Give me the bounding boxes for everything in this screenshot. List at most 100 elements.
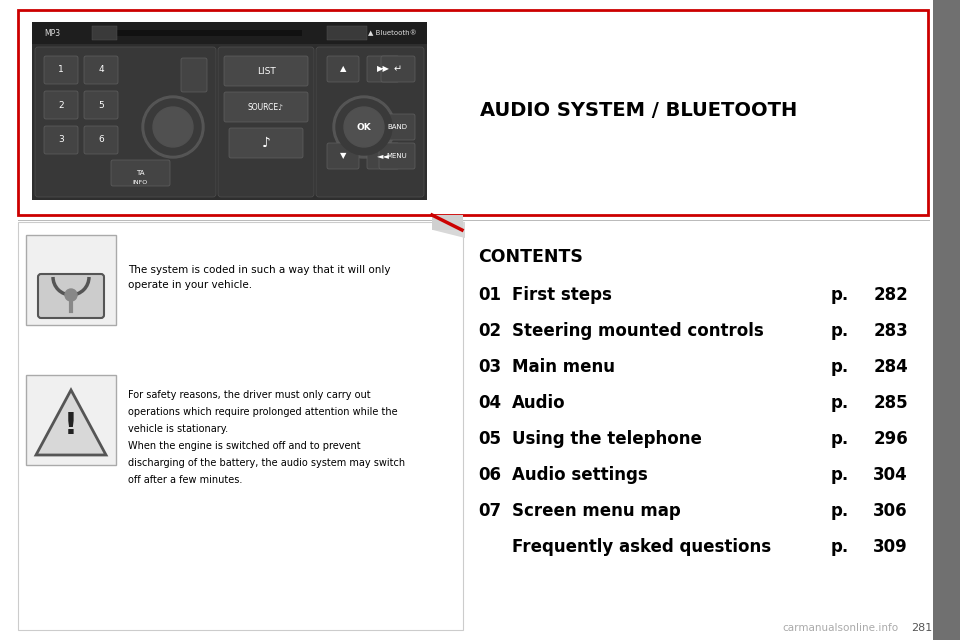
- Text: Audio settings: Audio settings: [512, 466, 648, 484]
- Text: carmanualsonline.info: carmanualsonline.info: [782, 623, 898, 633]
- Bar: [26, 375, 116, 465]
- Text: !: !: [64, 412, 78, 440]
- Text: off after a few minutes.: off after a few minutes.: [128, 475, 242, 485]
- Text: ◄◄: ◄◄: [376, 152, 390, 161]
- Circle shape: [142, 96, 204, 158]
- Bar: [18, 10, 928, 215]
- FancyBboxPatch shape: [84, 91, 118, 119]
- Bar: [92, 26, 117, 40]
- Text: p.: p.: [830, 502, 850, 520]
- Circle shape: [333, 96, 395, 158]
- Bar: [933, 0, 960, 640]
- Text: 4: 4: [98, 65, 104, 74]
- Text: The system is coded in such a way that it will only: The system is coded in such a way that i…: [128, 265, 391, 275]
- FancyBboxPatch shape: [224, 92, 308, 122]
- Text: First steps: First steps: [512, 286, 612, 304]
- Text: ↵: ↵: [394, 64, 402, 74]
- FancyBboxPatch shape: [316, 47, 424, 197]
- Bar: [18, 220, 930, 221]
- Text: p.: p.: [830, 466, 850, 484]
- Text: LIST: LIST: [256, 67, 276, 76]
- Text: p.: p.: [830, 322, 850, 340]
- Polygon shape: [36, 390, 106, 455]
- Text: 283: 283: [874, 322, 908, 340]
- Text: ▲: ▲: [340, 65, 347, 74]
- Text: OK: OK: [356, 122, 372, 131]
- Text: TA: TA: [135, 170, 144, 176]
- FancyBboxPatch shape: [367, 143, 399, 169]
- Text: p.: p.: [830, 430, 850, 448]
- Text: Screen menu map: Screen menu map: [512, 502, 681, 520]
- Text: 07: 07: [478, 502, 501, 520]
- Circle shape: [65, 289, 77, 301]
- Text: AUDIO SYSTEM / BLUETOOTH: AUDIO SYSTEM / BLUETOOTH: [480, 100, 797, 120]
- FancyBboxPatch shape: [381, 56, 415, 82]
- FancyBboxPatch shape: [44, 126, 78, 154]
- Text: 1: 1: [59, 65, 64, 74]
- Text: 6: 6: [98, 136, 104, 145]
- Text: Main menu: Main menu: [512, 358, 615, 376]
- Circle shape: [145, 99, 201, 155]
- Text: 01: 01: [478, 286, 501, 304]
- Text: 02: 02: [478, 322, 501, 340]
- Text: 282: 282: [874, 286, 908, 304]
- FancyBboxPatch shape: [84, 126, 118, 154]
- Text: ▲ Bluetooth®: ▲ Bluetooth®: [369, 29, 417, 36]
- Bar: [18, 222, 463, 630]
- Text: BAND: BAND: [387, 124, 407, 130]
- FancyBboxPatch shape: [367, 56, 399, 82]
- FancyBboxPatch shape: [379, 114, 415, 140]
- Text: 06: 06: [478, 466, 501, 484]
- Text: p.: p.: [830, 358, 850, 376]
- Circle shape: [336, 99, 392, 155]
- FancyBboxPatch shape: [84, 56, 118, 84]
- Text: ▶▶: ▶▶: [376, 65, 390, 74]
- Bar: [327, 26, 367, 40]
- Polygon shape: [433, 215, 465, 238]
- Text: CONTENTS: CONTENTS: [478, 248, 583, 266]
- FancyBboxPatch shape: [224, 56, 308, 86]
- Text: MP3: MP3: [44, 29, 60, 38]
- FancyBboxPatch shape: [379, 143, 415, 169]
- Bar: [26, 235, 116, 325]
- FancyBboxPatch shape: [44, 56, 78, 84]
- Text: ▼: ▼: [340, 152, 347, 161]
- Text: 284: 284: [874, 358, 908, 376]
- Text: When the engine is switched off and to prevent: When the engine is switched off and to p…: [128, 441, 361, 451]
- FancyBboxPatch shape: [181, 58, 207, 92]
- FancyBboxPatch shape: [38, 274, 104, 318]
- FancyBboxPatch shape: [229, 128, 303, 158]
- Text: For safety reasons, the driver must only carry out: For safety reasons, the driver must only…: [128, 390, 371, 400]
- Text: operate in your vehicle.: operate in your vehicle.: [128, 280, 252, 290]
- Text: SOURCE♪: SOURCE♪: [248, 102, 284, 111]
- Text: vehicle is stationary.: vehicle is stationary.: [128, 424, 228, 434]
- Text: MENU: MENU: [387, 153, 407, 159]
- Bar: [92, 30, 302, 36]
- Text: 3: 3: [59, 136, 64, 145]
- Text: ♪: ♪: [261, 136, 271, 150]
- FancyBboxPatch shape: [327, 56, 359, 82]
- Text: 309: 309: [874, 538, 908, 556]
- Text: Frequently asked questions: Frequently asked questions: [512, 538, 771, 556]
- Text: operations which require prolonged attention while the: operations which require prolonged atten…: [128, 407, 397, 417]
- Text: INFO: INFO: [132, 179, 148, 184]
- Polygon shape: [432, 215, 463, 230]
- Text: Using the telephone: Using the telephone: [512, 430, 702, 448]
- FancyBboxPatch shape: [111, 160, 170, 186]
- Text: p.: p.: [830, 394, 850, 412]
- Text: 5: 5: [98, 100, 104, 109]
- Text: 2: 2: [59, 100, 63, 109]
- Text: Audio: Audio: [512, 394, 565, 412]
- Text: 285: 285: [874, 394, 908, 412]
- Text: 304: 304: [874, 466, 908, 484]
- Circle shape: [344, 107, 384, 147]
- Bar: [32, 44, 427, 200]
- Text: 296: 296: [874, 430, 908, 448]
- Text: p.: p.: [830, 538, 850, 556]
- Circle shape: [153, 107, 193, 147]
- Text: Steering mounted controls: Steering mounted controls: [512, 322, 764, 340]
- Text: 05: 05: [478, 430, 501, 448]
- FancyBboxPatch shape: [218, 47, 314, 197]
- Bar: [32, 22, 427, 44]
- Text: 03: 03: [478, 358, 501, 376]
